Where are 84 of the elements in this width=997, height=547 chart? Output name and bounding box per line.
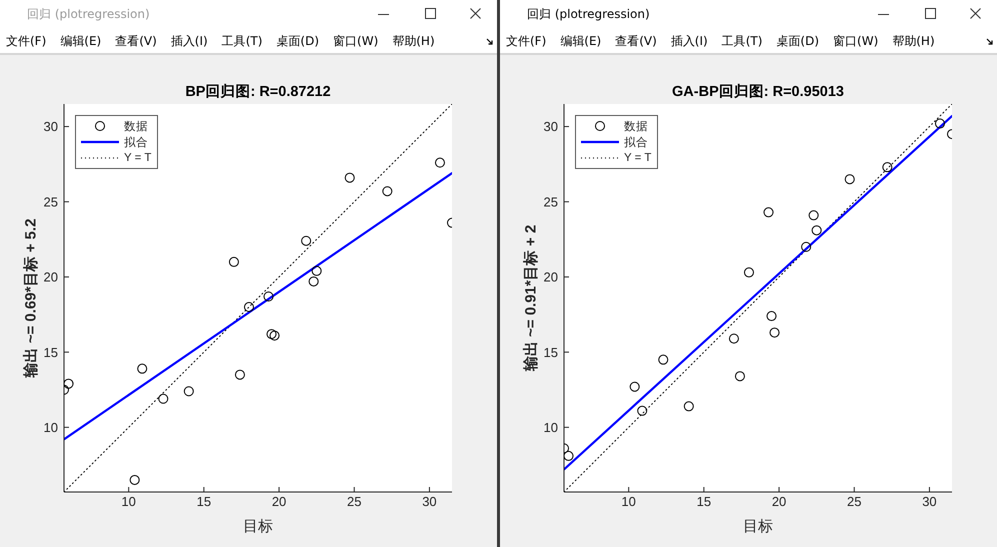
- point: [808, 210, 819, 220]
- x-tick-label: 20: [772, 494, 786, 510]
- legend-label: 数据: [624, 120, 648, 134]
- point: [184, 386, 194, 396]
- y-tick-label: 30: [44, 119, 58, 134]
- point: [637, 406, 648, 416]
- text: 查看(V): [615, 33, 657, 50]
- x-axis-title: 目标: [742, 517, 774, 536]
- text: 窗口(W): [333, 33, 378, 50]
- point: [312, 266, 322, 276]
- point: [766, 311, 777, 322]
- legend-label: 拟合: [624, 136, 648, 150]
- point: [130, 474, 140, 485]
- point: [301, 236, 312, 246]
- chart-title: GA-BP回归图: R=0.95013: [671, 82, 845, 101]
- point: [764, 207, 774, 218]
- point: [564, 450, 574, 461]
- legend-label: 数据: [124, 120, 148, 134]
- point: [882, 162, 892, 172]
- text: 文件(F): [6, 33, 46, 50]
- x-axis-title: 目标: [242, 517, 274, 536]
- point: [801, 242, 812, 252]
- point: [137, 364, 148, 374]
- y-tick-label: 25: [44, 194, 58, 210]
- x-tick-label: 20: [272, 494, 286, 510]
- y-tick-label: 15: [544, 344, 558, 360]
- point: [270, 330, 280, 341]
- y-tick-label: 20: [544, 270, 558, 285]
- y-axis-title: 输出 ~= 0.91*目标 + 2: [522, 224, 540, 372]
- text: 回归 (plotregression): [527, 6, 650, 23]
- x-tick-label: 30: [422, 494, 437, 510]
- text: 回归 (plotregression): [27, 6, 150, 23]
- x-tick-label: 15: [196, 494, 212, 510]
- point: [244, 302, 254, 312]
- point: [812, 225, 822, 236]
- point: [770, 328, 780, 338]
- point: [728, 334, 739, 344]
- x-tick-label: 30: [922, 494, 937, 510]
- text: 文件(F): [506, 33, 546, 50]
- y-axis-title: 输出 ~= 0.69*目标 + 5.2: [22, 218, 40, 378]
- y-tick-label: 25: [544, 194, 558, 210]
- text: 插入(I): [170, 33, 208, 50]
- text: 桌面(D): [776, 33, 820, 50]
- legend-label: Y = T: [124, 152, 152, 164]
- point: [382, 186, 392, 196]
- point: [266, 329, 277, 340]
- y-tick-label: 10: [44, 420, 58, 435]
- text: 插入(I): [670, 33, 708, 50]
- text: 桌面(D): [276, 33, 320, 50]
- text: 工具(T): [222, 33, 262, 50]
- point: [844, 174, 855, 184]
- y-tick-label: 15: [44, 344, 58, 360]
- x-tick-label: 25: [847, 494, 862, 510]
- point: [934, 118, 945, 129]
- text: 工具(T): [722, 33, 762, 50]
- point: [64, 378, 74, 389]
- text: 帮助(H): [892, 33, 935, 50]
- point: [734, 371, 745, 382]
- y-tick-label: 20: [44, 270, 58, 285]
- point: [744, 267, 754, 278]
- point: [228, 256, 239, 267]
- text: 编辑(E): [560, 33, 602, 50]
- point: [234, 370, 245, 380]
- point: [658, 354, 668, 365]
- point: [434, 158, 445, 168]
- y-tick-label: 30: [544, 119, 558, 134]
- point: [308, 276, 319, 286]
- x-tick-label: 10: [121, 494, 136, 510]
- x-tick-label: 15: [696, 494, 712, 510]
- text: 编辑(E): [60, 33, 102, 50]
- x-tick-label: 25: [347, 494, 362, 510]
- text: 窗口(W): [833, 33, 878, 50]
- x-tick-label: 10: [621, 494, 636, 510]
- text: 查看(V): [115, 33, 157, 50]
- chart-title: BP回归图: R=0.87212: [184, 82, 332, 101]
- point: [264, 291, 274, 302]
- legend-label: Y = T: [624, 152, 652, 164]
- legend-label: 拟合: [124, 136, 148, 150]
- text: 帮助(H): [392, 33, 435, 50]
- y-tick-label: 10: [544, 420, 558, 435]
- point: [344, 172, 355, 183]
- point: [158, 394, 168, 404]
- point: [684, 401, 694, 412]
- point: [630, 382, 640, 392]
